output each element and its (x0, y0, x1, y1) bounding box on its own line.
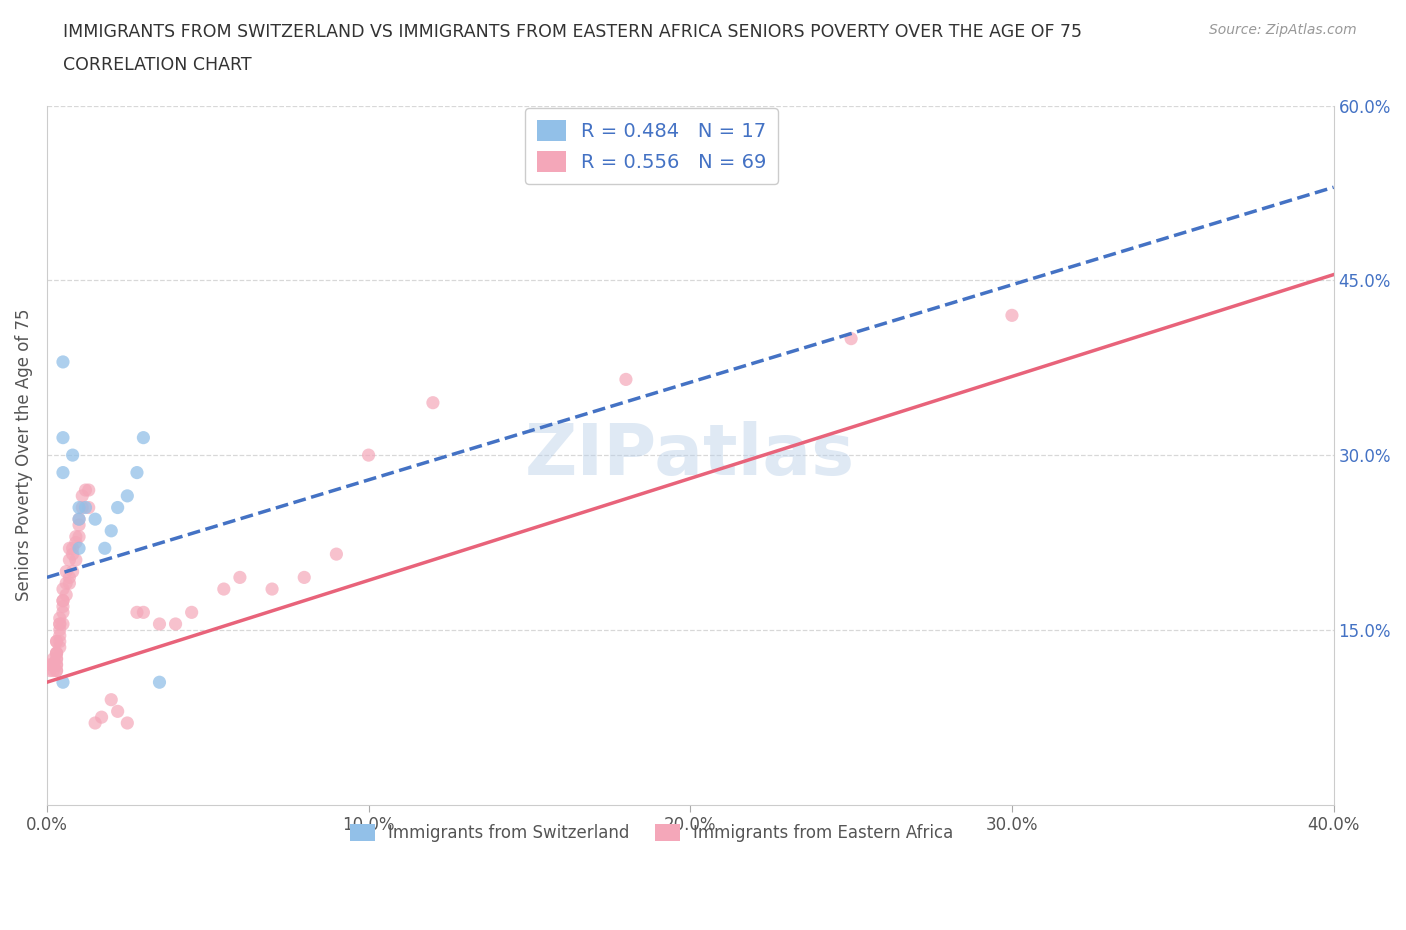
Point (49, 611, 72, 626)
Point (614, 372, 637, 387)
Point (75, 500, 97, 515)
Point (42, 658, 65, 672)
Y-axis label: Seniors Poverty Over the Age of 75: Seniors Poverty Over the Age of 75 (15, 309, 32, 602)
Point (72, 500, 94, 515)
Point (55, 565, 77, 579)
Point (84, 512, 107, 526)
Text: ZIPatlas: ZIPatlas (526, 420, 855, 489)
Point (49, 628, 72, 643)
Point (45, 645, 67, 660)
Point (100, 524, 122, 538)
Point (45, 645, 67, 660)
Point (117, 715, 139, 730)
Point (422, 395, 444, 410)
Point (45, 634, 67, 649)
Text: IMMIGRANTS FROM SWITZERLAND VS IMMIGRANTS FROM EASTERN AFRICA SENIORS POVERTY OV: IMMIGRANTS FROM SWITZERLAND VS IMMIGRANT… (63, 23, 1083, 41)
Point (100, 692, 122, 707)
Point (117, 488, 139, 503)
Point (262, 581, 284, 596)
Point (62, 447, 84, 462)
Point (229, 570, 252, 585)
Point (62, 565, 84, 579)
Point (84, 715, 107, 730)
Point (148, 675, 170, 690)
Point (62, 541, 84, 556)
Point (52, 675, 75, 690)
Point (49, 634, 72, 649)
Point (49, 622, 72, 637)
Legend: Immigrants from Switzerland, Immigrants from Eastern Africa: Immigrants from Switzerland, Immigrants … (343, 817, 960, 848)
Text: Source: ZipAtlas.com: Source: ZipAtlas.com (1209, 23, 1357, 37)
Point (55, 576, 77, 591)
Point (49, 617, 72, 631)
Point (67, 500, 90, 515)
Point (42, 652, 65, 667)
Point (90, 710, 112, 724)
Point (62, 547, 84, 562)
Point (45, 663, 67, 678)
Point (52, 617, 75, 631)
Point (75, 483, 97, 498)
Point (52, 465, 75, 480)
Point (45, 652, 67, 667)
Point (58, 576, 80, 591)
Point (58, 541, 80, 556)
Point (52, 354, 75, 369)
Point (292, 570, 315, 585)
Point (65, 535, 87, 550)
Point (839, 331, 862, 346)
Point (52, 593, 75, 608)
Point (72, 488, 94, 503)
Point (180, 604, 202, 619)
Point (125, 465, 148, 480)
Point (52, 431, 75, 445)
Point (212, 581, 235, 596)
Point (65, 552, 87, 567)
Point (45, 652, 67, 667)
Point (42, 663, 65, 678)
Point (132, 604, 155, 619)
Point (67, 541, 90, 556)
Point (39, 658, 62, 672)
Point (107, 704, 129, 719)
Point (39, 663, 62, 678)
Point (148, 617, 170, 631)
Point (67, 512, 90, 526)
Point (52, 599, 75, 614)
Point (1001, 308, 1024, 323)
Point (52, 593, 75, 608)
Point (325, 547, 347, 562)
Point (94, 541, 117, 556)
Point (52, 581, 75, 596)
Point (67, 518, 90, 533)
Point (125, 604, 148, 619)
Point (165, 617, 187, 631)
Point (45, 658, 67, 672)
Point (58, 570, 80, 585)
Point (58, 552, 80, 567)
Point (45, 658, 67, 672)
Point (52, 604, 75, 619)
Point (77, 483, 100, 498)
Point (55, 588, 77, 603)
Point (132, 431, 155, 445)
Point (65, 529, 87, 544)
Point (45, 645, 67, 660)
Point (77, 500, 100, 515)
Point (67, 512, 90, 526)
Point (42, 658, 65, 672)
Point (45, 663, 67, 678)
Point (49, 617, 72, 631)
Point (49, 640, 72, 655)
Point (357, 447, 380, 462)
Point (45, 634, 67, 649)
Text: CORRELATION CHART: CORRELATION CHART (63, 56, 252, 73)
Point (67, 529, 90, 544)
Point (107, 500, 129, 515)
